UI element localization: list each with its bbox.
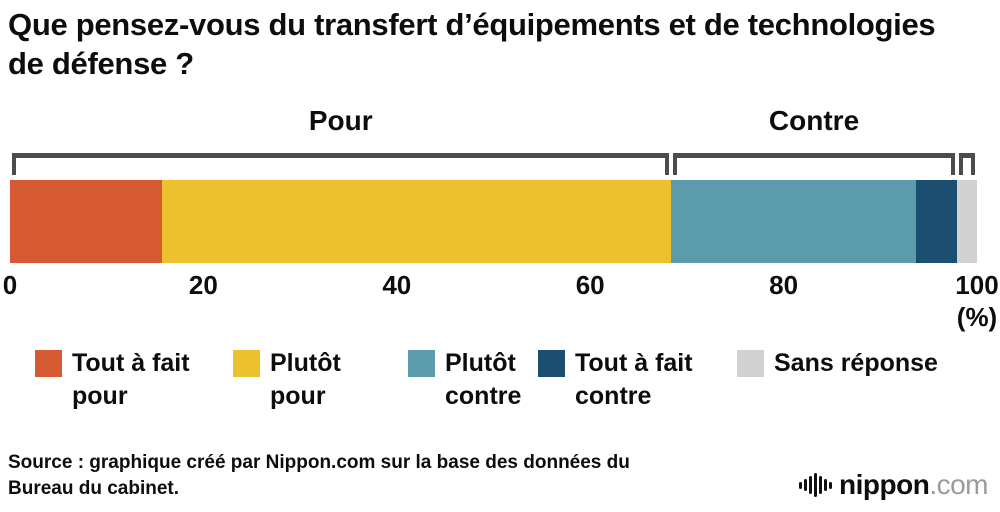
page-title: Que pensez-vous du transfert d’équipemen… bbox=[8, 7, 936, 82]
x-tick-60: 60 bbox=[575, 270, 605, 300]
bar-segment-plut-t-pour bbox=[161, 180, 672, 263]
legend-swatch bbox=[408, 350, 435, 377]
source-note: Source : graphique créé par Nippon.com s… bbox=[8, 450, 630, 501]
bar-segment-tout-fait-pour bbox=[10, 180, 162, 263]
chart-area: Pour Contre 0 20 40 60 80 100 (%) bbox=[3, 0, 999, 340]
x-tick-100: 100 bbox=[955, 270, 999, 300]
legend-item: Tout à fait pour bbox=[35, 347, 190, 412]
bar-segment-tout-fait-contre bbox=[916, 180, 957, 263]
group-label-pour: Pour bbox=[308, 105, 373, 136]
legend: Tout à fait pour Plutôt pour Plutôt contre Tou… bbox=[0, 347, 1000, 425]
unit-label: (%) bbox=[956, 302, 998, 332]
legend-item: Tout à fait contre bbox=[538, 347, 693, 412]
source-line-2: Bureau du cabinet. bbox=[8, 477, 180, 499]
logo-brand: nippon bbox=[839, 469, 930, 500]
legend-swatch bbox=[233, 350, 260, 377]
bar-segment-sans-r-ponse bbox=[956, 180, 977, 263]
group-label-contre: Contre bbox=[768, 105, 860, 136]
logo-suffix: .com bbox=[929, 469, 988, 500]
legend-label: Plutôt pour bbox=[270, 349, 341, 410]
x-tick-40: 40 bbox=[382, 270, 412, 300]
x-tick-80: 80 bbox=[769, 270, 799, 300]
x-tick-20: 20 bbox=[188, 270, 218, 300]
bracket-no-response bbox=[958, 153, 975, 175]
source-line-1: Source : graphique créé par Nippon.com s… bbox=[8, 452, 630, 473]
legend-swatch bbox=[737, 350, 764, 377]
nippon-logo: nippon.com bbox=[799, 468, 988, 502]
legend-swatch bbox=[538, 350, 565, 377]
legend-label: Tout à fait contre bbox=[575, 349, 693, 410]
bracket-contre bbox=[673, 153, 955, 175]
legend-label: Plutôt contre bbox=[445, 349, 522, 410]
x-tick-0: 0 bbox=[2, 270, 18, 300]
stacked-bar bbox=[10, 180, 977, 263]
bracket-pour bbox=[12, 153, 670, 175]
legend-item: Plutôt contre bbox=[408, 347, 521, 412]
bar-segment-plut-t-contre bbox=[671, 180, 917, 263]
legend-item: Sans réponse bbox=[737, 347, 938, 380]
legend-label: Sans réponse bbox=[774, 349, 938, 377]
legend-label: Tout à fait pour bbox=[72, 349, 190, 410]
logo-text: nippon.com bbox=[839, 469, 988, 501]
soundwave-icon bbox=[799, 473, 833, 497]
legend-item: Plutôt pour bbox=[233, 347, 341, 412]
legend-swatch bbox=[35, 350, 62, 377]
